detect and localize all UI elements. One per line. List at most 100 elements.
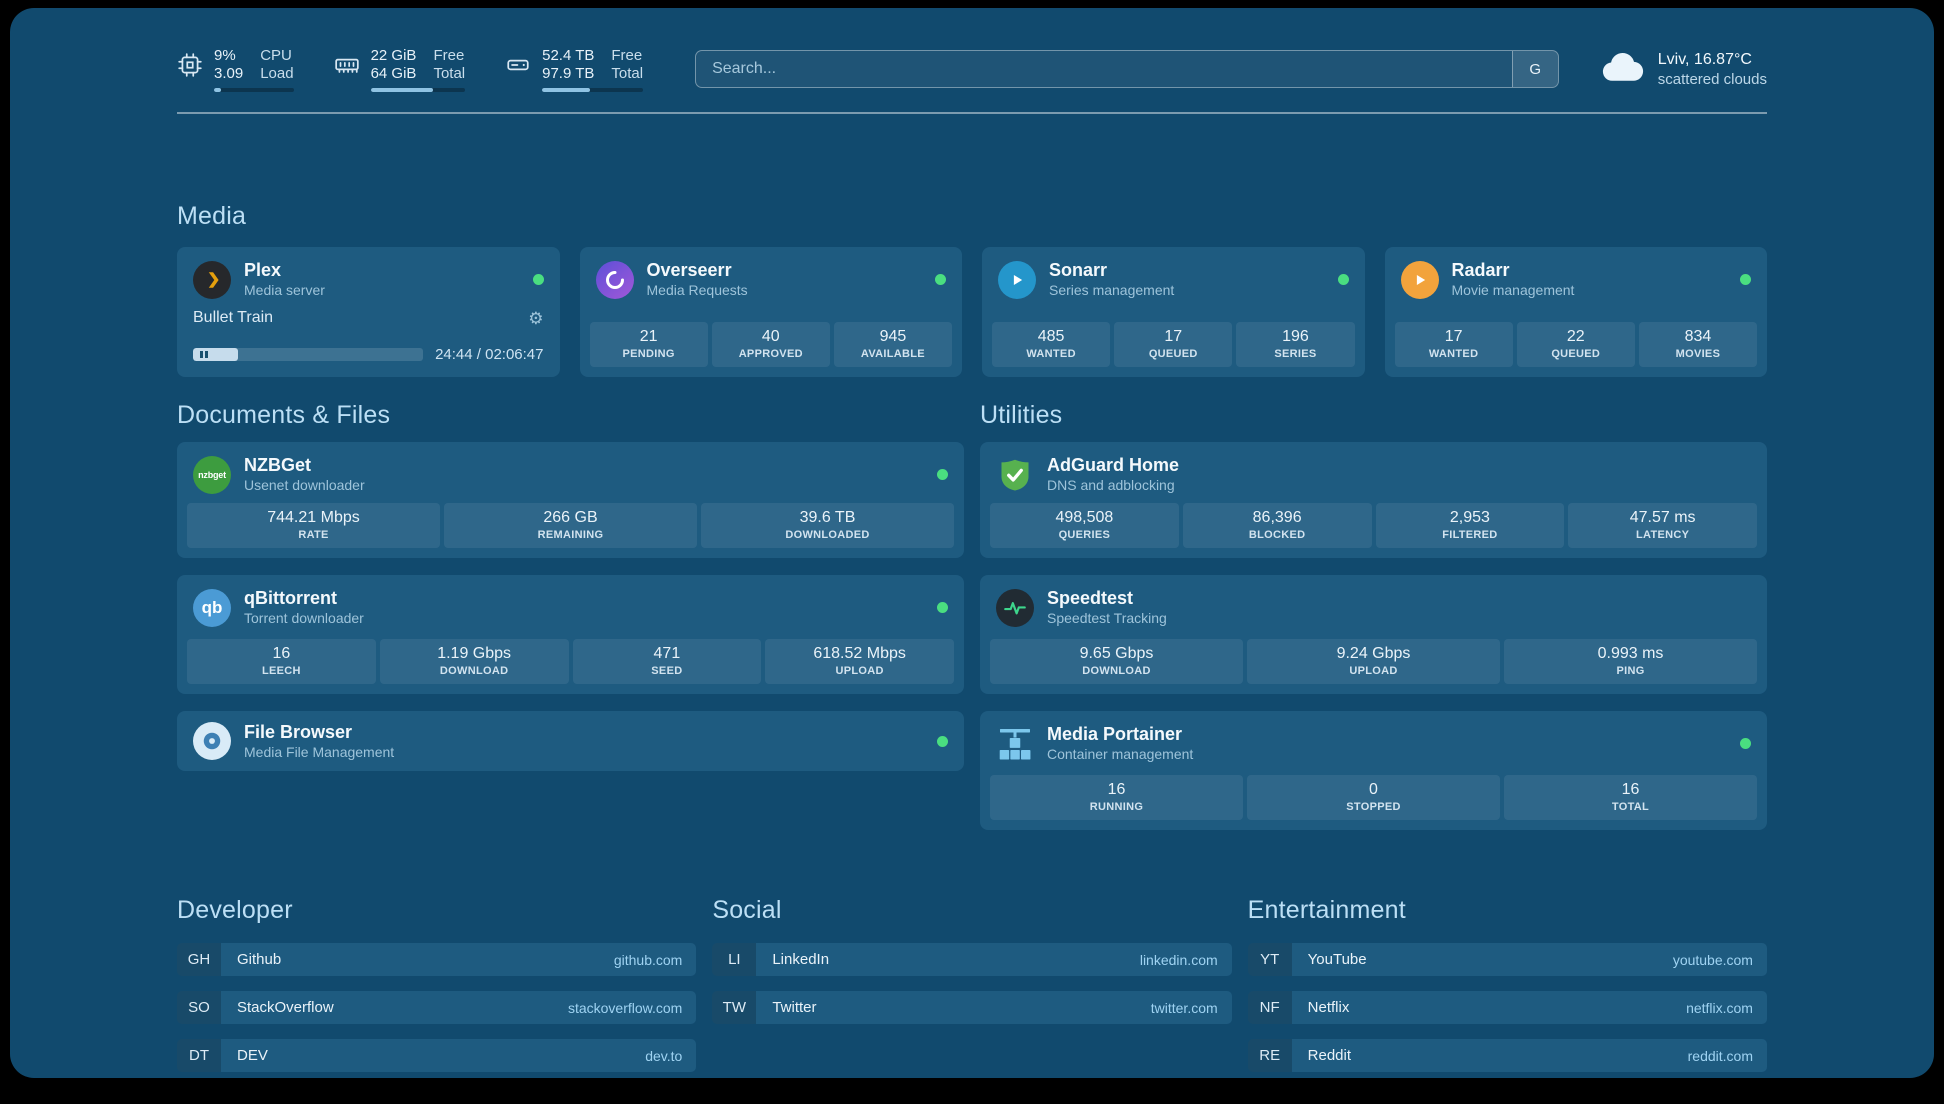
service-link-sonarr[interactable]: Sonarr Series management [982, 247, 1365, 299]
bookmark-stackoverflow[interactable]: SO StackOverflow stackoverflow.com [177, 991, 697, 1024]
service-link-overseerr[interactable]: Overseerr Media Requests [580, 247, 963, 299]
service-name: Overseerr [646, 260, 732, 280]
service-card-filebrowser: File Browser Media File Management [177, 711, 964, 771]
service-subtitle: Container management [1047, 746, 1194, 762]
disk-total-label: Total [611, 64, 644, 82]
bookmark-linkedin[interactable]: LI LinkedIn linkedin.com [712, 943, 1232, 976]
dashboard-root: 9% 3.09 CPU Load [10, 8, 1934, 1078]
service-link-adguard[interactable]: AdGuard Home DNS and adblocking [980, 442, 1767, 494]
service-stat: 16 RUNNING [990, 775, 1243, 820]
bookmark-twitter[interactable]: TW Twitter twitter.com [712, 991, 1232, 1024]
memory-free-value: 22 GiB [370, 46, 417, 64]
memory-total-label: Total [433, 64, 466, 82]
cpu-usage-value: 9% [214, 46, 236, 64]
bookmark-netflix[interactable]: NF Netflix netflix.com [1247, 991, 1767, 1024]
service-name: NZBGet [244, 455, 311, 475]
overseerr-icon [595, 260, 634, 299]
bookmark-reddit[interactable]: RE Reddit reddit.com [1247, 1039, 1767, 1072]
bookmark-abbr: LI [712, 943, 757, 976]
sonarr-icon [998, 260, 1036, 299]
service-stat: 266 GB REMAINING [444, 503, 697, 548]
status-dot [1337, 274, 1349, 285]
service-link-plex[interactable]: Plex Media server [177, 247, 560, 299]
bookmark-abbr: TW [712, 991, 757, 1024]
bookmark-abbr: SO [177, 991, 221, 1024]
service-stat: 47.57 ms LATENCY [1568, 503, 1757, 548]
bookmarks: Developer GH Github github.com SO StackO… [177, 896, 1767, 1078]
memory-total-value: 64 GiB [370, 64, 417, 82]
service-stat: 16 TOTAL [1504, 775, 1757, 820]
memory-icon [334, 47, 360, 78]
service-stat: 40 APPROVED [711, 322, 830, 367]
service-subtitle: Usenet downloader [244, 477, 365, 493]
now-playing-title: Bullet Train [193, 309, 274, 326]
service-subtitle: Torrent downloader [244, 610, 364, 626]
cpu-icon [177, 47, 203, 78]
service-subtitle: Media Requests [646, 282, 748, 298]
service-name: Sonarr [1049, 260, 1108, 280]
service-link-nzbget[interactable]: nzbget NZBGet Usenet downloader [177, 442, 964, 494]
service-stat: 834 MOVIES [1638, 322, 1758, 367]
bookmark-name: Reddit [1307, 1047, 1352, 1064]
portainer-crane-icon [996, 725, 1034, 763]
service-stat: 471 SEED [572, 639, 762, 684]
bookmark-group-title: Social [712, 896, 782, 924]
filebrowser-icon [193, 722, 231, 760]
bookmark-group-entertainment: Entertainment YT YouTube youtube.com NF … [1247, 896, 1767, 1072]
bookmark-url: stackoverflow.com [567, 999, 683, 1016]
adguard-shield-icon [996, 456, 1034, 494]
service-stat: 17 WANTED [1394, 322, 1513, 367]
status-dot [1740, 738, 1751, 749]
search-input[interactable] [696, 51, 1512, 87]
service-link-speedtest[interactable]: Speedtest Speedtest Tracking [980, 575, 1767, 627]
service-link-filebrowser[interactable]: File Browser Media File Management [177, 722, 964, 761]
cloud-icon [1601, 52, 1645, 87]
bookmark-dev[interactable]: DT DEV dev.to [177, 1039, 697, 1072]
service-name: AdGuard Home [1047, 455, 1180, 475]
playback-progress-bar[interactable] [193, 348, 424, 361]
pause-icon[interactable] [200, 351, 208, 358]
bookmark-url: dev.to [645, 1047, 683, 1064]
weather-widget[interactable]: Lviv, 16.87°C scattered clouds [1601, 51, 1767, 88]
service-link-portainer[interactable]: Media Portainer Container management [980, 711, 1767, 763]
service-name: qBittorrent [244, 588, 337, 608]
bookmark-youtube[interactable]: YT YouTube youtube.com [1247, 943, 1767, 976]
cpu-progress-track [214, 87, 294, 92]
speedtest-icon [996, 588, 1034, 627]
service-stat: 0 STOPPED [1247, 775, 1500, 820]
service-card-adguard: AdGuard Home DNS and adblocking 498,508 … [980, 442, 1767, 558]
service-card-portainer: Media Portainer Container management 16 … [980, 711, 1767, 830]
service-name: Media Portainer [1047, 724, 1183, 744]
nzbget-icon: nzbget [193, 455, 231, 494]
radarr-icon [1400, 260, 1439, 299]
service-card-sonarr: Sonarr Series management 485 WANTED 17 Q… [982, 247, 1365, 377]
bookmark-github[interactable]: GH Github github.com [177, 943, 697, 976]
disk-widget: 52.4 TB 97.9 TB Free Total [505, 46, 644, 92]
cpu-usage-label: CPU [260, 46, 292, 64]
search-provider-button[interactable]: G [1511, 51, 1558, 87]
service-stat: 16 LEECH [187, 639, 376, 684]
bookmark-abbr: RE [1247, 1039, 1292, 1072]
service-name: Speedtest [1047, 588, 1134, 608]
service-stat: 196 SERIES [1236, 322, 1355, 367]
disk-progress-fill [542, 87, 590, 92]
disk-free-value: 52.4 TB [542, 46, 595, 64]
service-subtitle: DNS and adblocking [1047, 477, 1175, 493]
service-subtitle: Speedtest Tracking [1047, 610, 1167, 626]
section-utilities: Utilities AdGuard Home [980, 401, 1767, 830]
section-media: Media Plex Media server [177, 202, 1767, 377]
bookmark-name: LinkedIn [772, 951, 830, 968]
section-documents: Documents & Files nzbget NZBGet Usenet d… [177, 401, 964, 830]
disk-progress-track [542, 87, 644, 92]
service-link-qbittorrent[interactable]: qb qBittorrent Torrent downloader [177, 575, 964, 627]
bookmark-url: twitter.com [1150, 999, 1218, 1016]
service-link-radarr[interactable]: Radarr Movie management [1385, 247, 1768, 299]
bookmark-name: Twitter [772, 999, 817, 1016]
service-card-overseerr: Overseerr Media Requests 21 PENDING 40 A… [579, 247, 963, 377]
cpu-progress-fill [214, 87, 222, 92]
cpu-widget: 9% 3.09 CPU Load [177, 47, 294, 92]
settings-gear-icon[interactable]: ⚙ [528, 308, 544, 328]
bookmark-group-social: Social LI LinkedIn linkedin.com TW Twitt… [712, 896, 1232, 1072]
bookmark-url: linkedin.com [1139, 951, 1218, 968]
section-title-documents: Documents & Files [177, 401, 391, 429]
